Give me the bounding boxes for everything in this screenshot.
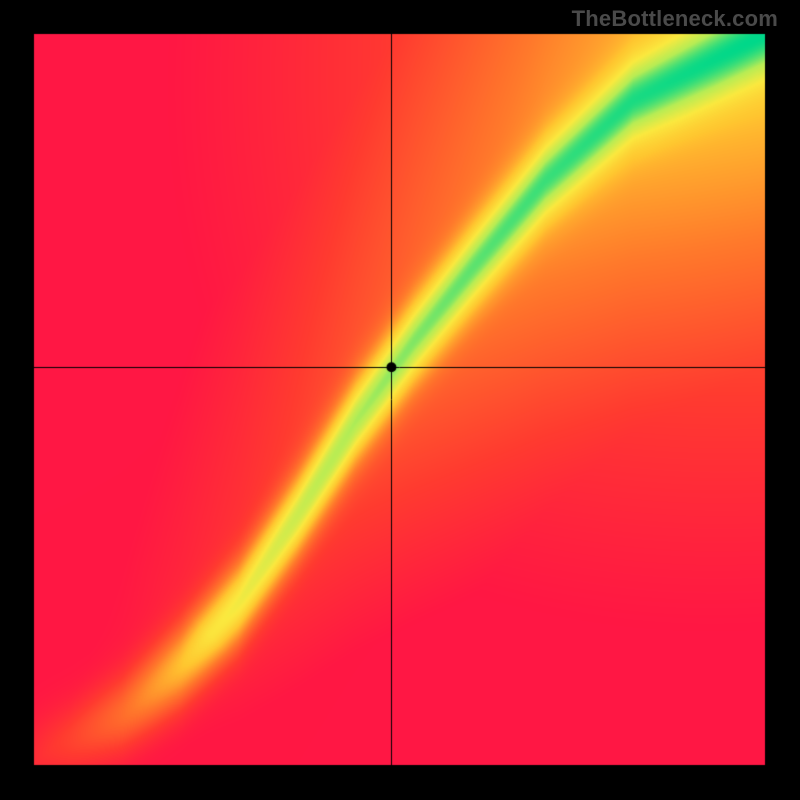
attribution-text: TheBottleneck.com (572, 6, 778, 32)
chart-container: TheBottleneck.com (0, 0, 800, 800)
heatmap-canvas (0, 0, 800, 800)
